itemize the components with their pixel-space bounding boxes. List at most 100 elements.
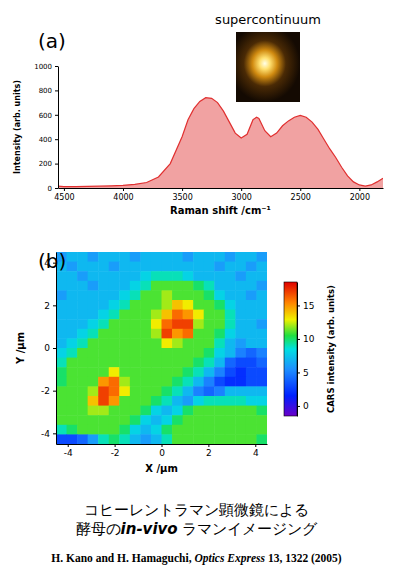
tick: 1000 — [34, 63, 58, 71]
heat-cell — [183, 425, 194, 435]
heat-cell — [56, 290, 67, 300]
heat-cell — [162, 358, 173, 368]
spectrum-line — [58, 98, 383, 187]
heat-cell — [119, 406, 130, 416]
tick: 5 — [297, 368, 309, 378]
heat-cell — [172, 348, 183, 358]
heat-cell — [119, 329, 130, 339]
heat-cell — [214, 329, 225, 339]
heat-cell — [246, 377, 257, 387]
heat-cell — [193, 425, 204, 435]
heat-cell — [151, 290, 162, 300]
heat-cell — [98, 434, 109, 444]
heat-cell — [109, 386, 120, 396]
heat-cell — [109, 281, 120, 291]
heat-cell — [172, 386, 183, 396]
heat-cell — [162, 262, 173, 272]
heat-cell — [130, 281, 141, 291]
heat-cell — [140, 338, 151, 348]
heat-cell — [67, 252, 78, 262]
y-axis-title: Y /µm — [15, 332, 26, 365]
heat-cell — [56, 386, 67, 396]
heat-cell — [98, 262, 109, 272]
tick-label: 5 — [303, 368, 309, 378]
tick-mark — [297, 372, 300, 373]
heat-cell — [119, 434, 130, 444]
heat-cell — [67, 415, 78, 425]
heat-cell — [246, 319, 257, 329]
heat-cell — [119, 290, 130, 300]
heat-cell — [98, 348, 109, 358]
tick-label: 2500 — [291, 193, 311, 202]
heat-cell — [109, 252, 120, 262]
tick-mark — [208, 444, 209, 447]
heat-cell — [193, 252, 204, 262]
tick-label: 15 — [303, 301, 314, 311]
tick: 0 — [297, 401, 309, 411]
heat-cell — [214, 271, 225, 281]
heat-cell — [56, 358, 67, 368]
heat-cell — [235, 310, 246, 320]
heat-cell — [130, 348, 141, 358]
colorbar-title: CARS intensity (arb. units) — [326, 285, 336, 413]
heat-cell — [77, 252, 88, 262]
heat-cell — [183, 386, 194, 396]
heat-cell — [246, 348, 257, 358]
tick-label: 4000 — [113, 193, 133, 202]
caption: コヒーレントラマン顕微鏡による酵母のin-vivo ラマンイメージングH. Ka… — [51, 501, 342, 565]
tick-mark — [300, 188, 301, 191]
heat-cell — [246, 367, 257, 377]
heat-cell — [77, 262, 88, 272]
heat-cell — [183, 377, 194, 387]
heat-cell — [172, 425, 183, 435]
heat-cell — [88, 367, 99, 377]
heat-cell — [88, 406, 99, 416]
heat-cell — [183, 406, 194, 416]
heat-cell — [151, 348, 162, 358]
tick-label: -2 — [111, 448, 120, 458]
heat-cell — [77, 406, 88, 416]
heat-cell — [140, 252, 151, 262]
heat-cell — [88, 310, 99, 320]
heat-cell — [88, 348, 99, 358]
heat-cell — [130, 290, 141, 300]
heat-cell — [77, 329, 88, 339]
tick-label: 3500 — [172, 193, 192, 202]
tick-mark — [68, 444, 69, 447]
tick-mark — [297, 305, 300, 306]
tick: 3000 — [232, 188, 252, 202]
heat-cell — [225, 310, 236, 320]
heat-cell — [56, 367, 67, 377]
heat-cell — [214, 338, 225, 348]
heat-cell — [183, 290, 194, 300]
heat-cell — [172, 367, 183, 377]
heat-cell — [183, 415, 194, 425]
heat-cell — [225, 290, 236, 300]
heat-cell — [67, 310, 78, 320]
heat-cell — [246, 396, 257, 406]
heat-cell — [183, 367, 194, 377]
heat-cell — [130, 252, 141, 262]
heat-cell — [235, 377, 246, 387]
heat-cell — [225, 367, 236, 377]
heat-cell — [130, 425, 141, 435]
heat-cell — [130, 310, 141, 320]
heat-cell — [225, 377, 236, 387]
heat-cell — [256, 396, 267, 406]
heat-cell — [109, 434, 120, 444]
heat-cell — [193, 396, 204, 406]
heat-cell — [204, 319, 215, 329]
plot-area — [58, 98, 383, 188]
heat-cell — [56, 338, 67, 348]
heat-cell — [130, 338, 141, 348]
heat-cell — [256, 377, 267, 387]
heat-cell — [204, 415, 215, 425]
heat-cell — [67, 338, 78, 348]
heat-cell — [204, 281, 215, 291]
heat-cell — [140, 271, 151, 281]
tick-mark — [115, 444, 116, 447]
tick-label: 2000 — [350, 193, 370, 202]
heat-cell — [151, 406, 162, 416]
heat-cell — [109, 367, 120, 377]
heat-cell — [56, 310, 67, 320]
